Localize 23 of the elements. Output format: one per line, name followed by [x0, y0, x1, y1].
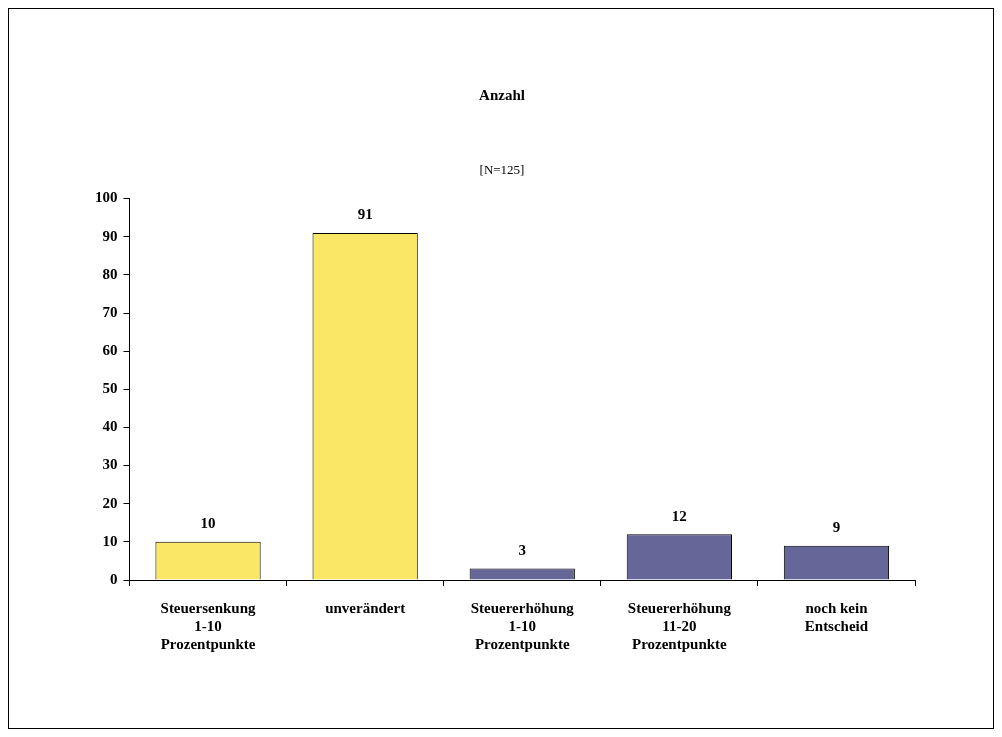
y-tick-label: 80 [102, 265, 118, 282]
chart-subtitle: [N=125] [479, 162, 525, 178]
y-tick-label: 30 [102, 456, 118, 473]
data-label: 12 [671, 507, 687, 524]
y-tick-label: 100 [95, 189, 118, 206]
x-tick-label: Steuererhöhung 11-20 Prozentpunkte [627, 599, 732, 652]
x-tick-label: Steuererhöhung 1-10 Prozentpunkte [470, 599, 575, 652]
y-tick-label: 90 [102, 227, 118, 244]
y-tick-label: 70 [102, 303, 118, 320]
y-tick-label: 40 [102, 418, 118, 435]
y-tick-label: 20 [102, 494, 118, 511]
y-tick-label: 50 [102, 380, 118, 397]
x-tick-label: noch kein Entscheid [804, 599, 869, 634]
chart-title: Anzahl [479, 86, 525, 103]
y-tick-label: 10 [102, 532, 118, 549]
y-tick-label: 0 [110, 570, 118, 587]
x-tick-label: unverändert [325, 599, 406, 616]
x-tick-label: Steuersenkung 1-10 Prozentpunkte [160, 599, 257, 652]
data-label: 91 [357, 206, 373, 223]
data-label: 3 [518, 541, 526, 558]
y-tick-label: 60 [102, 342, 118, 359]
data-label: 9 [832, 519, 841, 536]
data-label: 10 [200, 515, 216, 532]
